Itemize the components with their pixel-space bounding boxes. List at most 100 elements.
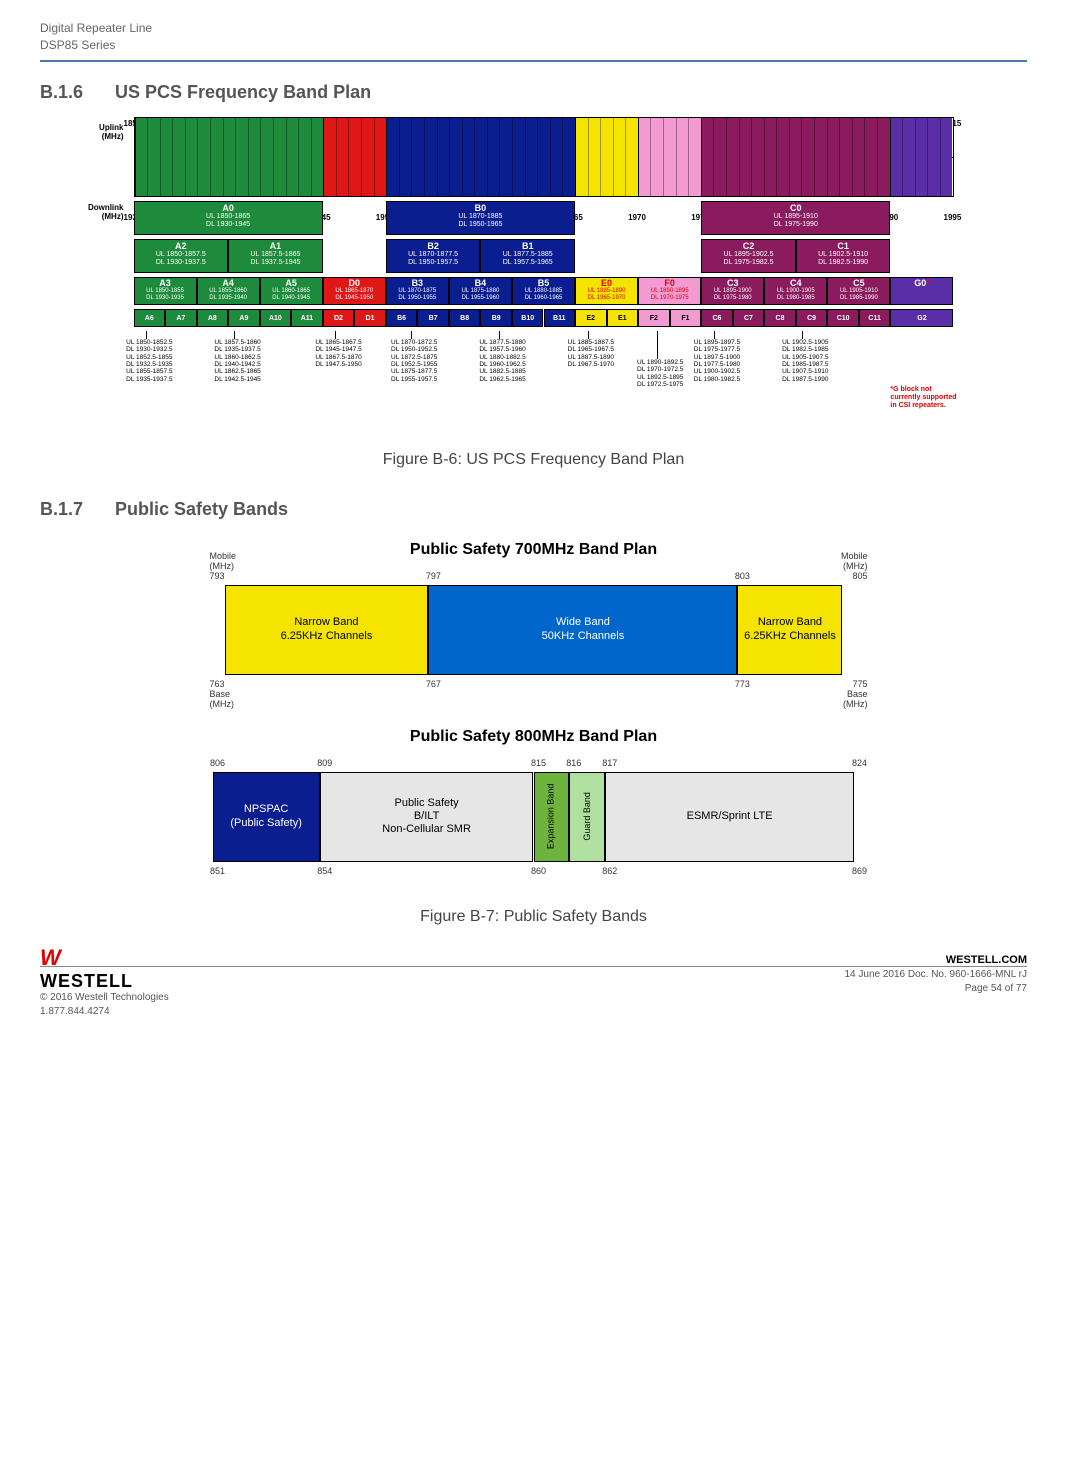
freq-block-D1: D1 bbox=[354, 309, 386, 327]
footer-doc: 14 June 2016 Doc. No. 960-1666-MNL rJ bbox=[844, 968, 1027, 982]
annotation-line: DL 1982.5-1985 bbox=[782, 346, 828, 353]
freq-block-B11: B11 bbox=[544, 309, 576, 327]
logo-flame-icon: W bbox=[40, 945, 61, 970]
doc-header: Digital Repeater Line DSP85 Series bbox=[40, 20, 1027, 54]
ps800-chart: Public Safety 800MHz Band Plan NPSPAC(Pu… bbox=[194, 721, 874, 888]
spectrum-gridline bbox=[185, 118, 186, 196]
axis-tick-label: 763 Base (MHz) bbox=[210, 679, 250, 709]
header-rule bbox=[40, 60, 1027, 62]
spectrum-gridline bbox=[663, 118, 664, 196]
spectrum-gridline bbox=[273, 118, 274, 196]
spectrum-gridline bbox=[575, 118, 576, 196]
annotation-line: UL 1867.5-1870 bbox=[315, 354, 361, 361]
spectrum-gridline bbox=[248, 118, 249, 196]
spectrum-gridline bbox=[512, 118, 513, 196]
freq-block-B6: B6 bbox=[386, 309, 418, 327]
spectrum-gridline bbox=[235, 118, 236, 196]
freq-block-A7: A7 bbox=[165, 309, 197, 327]
annotation-area: UL 1850-1852.5DL 1930-1932.5UL 1852.5-18… bbox=[134, 331, 954, 441]
annotation-line: DL 1985-1987.5 bbox=[782, 361, 828, 368]
freq-block-D0: D0UL 1865-1870DL 1945-1950 bbox=[323, 277, 386, 305]
footer-left: © 2016 Westell Technologies 1.877.844.42… bbox=[40, 991, 169, 1019]
axis-tick-label: 860 bbox=[519, 866, 559, 876]
spectrum-segment bbox=[135, 118, 324, 196]
annotation-line: UL 1900-1902.5 bbox=[694, 368, 740, 375]
axis-tick-label: 775 Base (MHz) bbox=[828, 679, 868, 709]
spectrum-gridline bbox=[437, 118, 438, 196]
spectrum-gridline bbox=[147, 118, 148, 196]
spectrum-gridline bbox=[638, 118, 639, 196]
axis-tick-label: 816 bbox=[554, 758, 594, 768]
freq-block-E1: E1 bbox=[607, 309, 639, 327]
freq-annotation: UL 1870-1872.5DL 1950-1952.5UL 1872.5-18… bbox=[391, 339, 437, 384]
spectrum-gridline bbox=[298, 118, 299, 196]
annotation-line: DL 1957.5-1960 bbox=[479, 346, 525, 353]
axis-tick-label: 773 bbox=[722, 679, 762, 689]
section-text: US PCS Frequency Band Plan bbox=[115, 82, 371, 102]
axis-tick-label: 862 bbox=[590, 866, 630, 876]
annotation-line: DL 1967.5-1970 bbox=[568, 361, 614, 368]
ps800-segment: Guard Band bbox=[569, 772, 605, 862]
freq-block-C2: C2UL 1895-1902.5DL 1975-1982.5 bbox=[701, 239, 796, 273]
spectrum-gridline bbox=[688, 118, 689, 196]
annotation-line: UL 1897.5-1900 bbox=[694, 354, 740, 361]
annotation-line: DL 1932.5-1935 bbox=[126, 361, 172, 368]
footer-copyright: © 2016 Westell Technologies bbox=[40, 991, 169, 1005]
annotation-line: DL 1965-1967.5 bbox=[568, 346, 614, 353]
freq-block-C11: C11 bbox=[859, 309, 891, 327]
ps800-bar: NPSPAC(Public Safety)Public SafetyB/ILTN… bbox=[213, 772, 855, 862]
freq-block-A6: A6 bbox=[134, 309, 166, 327]
freq-block-B9: B9 bbox=[480, 309, 512, 327]
block-row-0: A0UL 1850-1865DL 1930-1945B0UL 1870-1885… bbox=[134, 201, 954, 235]
ps800-title: Public Safety 800MHz Band Plan bbox=[195, 722, 873, 752]
annotation-line: UL 1872.5-1875 bbox=[391, 354, 437, 361]
spectrum-gridline bbox=[374, 118, 375, 196]
annotation-line: UL 1895-1897.5 bbox=[694, 339, 740, 346]
spectrum-segment bbox=[890, 118, 953, 196]
freq-block-A9: A9 bbox=[228, 309, 260, 327]
spectrum-gridline bbox=[336, 118, 337, 196]
spectrum-gridline bbox=[197, 118, 198, 196]
freq-block-C3: C3UL 1895-1900DL 1975-1980 bbox=[701, 277, 764, 305]
figure-b6-caption: Figure B-6: US PCS Frequency Band Plan bbox=[40, 451, 1027, 469]
annotation-leader bbox=[499, 331, 500, 339]
freq-block-F2: F2 bbox=[638, 309, 670, 327]
annotation-leader bbox=[411, 331, 412, 339]
freq-block-A2: A2UL 1850-1857.5DL 1930-1937.5 bbox=[134, 239, 229, 273]
pcs-chart: Uplink (MHz) Downlink (MHz) 185018651870… bbox=[74, 117, 994, 441]
freq-block-A0: A0UL 1850-1865DL 1930-1945 bbox=[134, 201, 323, 235]
spectrum-gridline bbox=[827, 118, 828, 196]
spectrum-gridline bbox=[814, 118, 815, 196]
annotation-line: DL 1935-1937.5 bbox=[214, 346, 260, 353]
spectrum-segment bbox=[638, 118, 701, 196]
freq-annotation: UL 1877.5-1880DL 1957.5-1960UL 1880-1882… bbox=[479, 339, 525, 384]
annotation-line: DL 1942.5-1945 bbox=[214, 376, 260, 383]
header-line2: DSP85 Series bbox=[40, 37, 1027, 54]
spectrum-gridline bbox=[474, 118, 475, 196]
axis-tick-label: 851 bbox=[198, 866, 238, 876]
freq-block-A10: A10 bbox=[260, 309, 292, 327]
annotation-leader bbox=[588, 331, 589, 339]
freq-block-F0: F0UL 1890-1895DL 1970-1975 bbox=[638, 277, 701, 305]
annotation-line: UL 1887.5-1890 bbox=[568, 354, 614, 361]
freq-block-B1: B1UL 1877.5-1885DL 1957.5-1965 bbox=[480, 239, 575, 273]
annotation-leader bbox=[657, 331, 658, 359]
spectrum-gridline bbox=[160, 118, 161, 196]
annotation-line: UL 1890-1892.5 bbox=[637, 359, 683, 366]
annotation-line: UL 1870-1872.5 bbox=[391, 339, 437, 346]
freq-block-E0: E0UL 1885-1890DL 1965-1970 bbox=[575, 277, 638, 305]
spectrum-gridline bbox=[600, 118, 601, 196]
westell-logo: W WESTELL bbox=[40, 945, 133, 992]
freq-annotation: UL 1895-1897.5DL 1975-1977.5UL 1897.5-19… bbox=[694, 339, 740, 384]
annotation-line: UL 1855-1857.5 bbox=[126, 368, 172, 375]
footer-site: WESTELL.COM bbox=[844, 953, 1027, 968]
footer-phone: 1.877.844.4274 bbox=[40, 1005, 169, 1019]
downlink-axis-label: Downlink (MHz) bbox=[74, 203, 124, 221]
spectrum-gridline bbox=[676, 118, 677, 196]
axis-tick-label: Mobile (MHz) 793 bbox=[210, 551, 250, 581]
freq-block-C0: C0UL 1895-1910DL 1975-1990 bbox=[701, 201, 890, 235]
spectrum-gridline bbox=[650, 118, 651, 196]
annotation-line: DL 1930-1932.5 bbox=[126, 346, 172, 353]
axis-tick-label: 806 bbox=[198, 758, 238, 768]
freq-block-G0: G0* bbox=[890, 277, 953, 305]
